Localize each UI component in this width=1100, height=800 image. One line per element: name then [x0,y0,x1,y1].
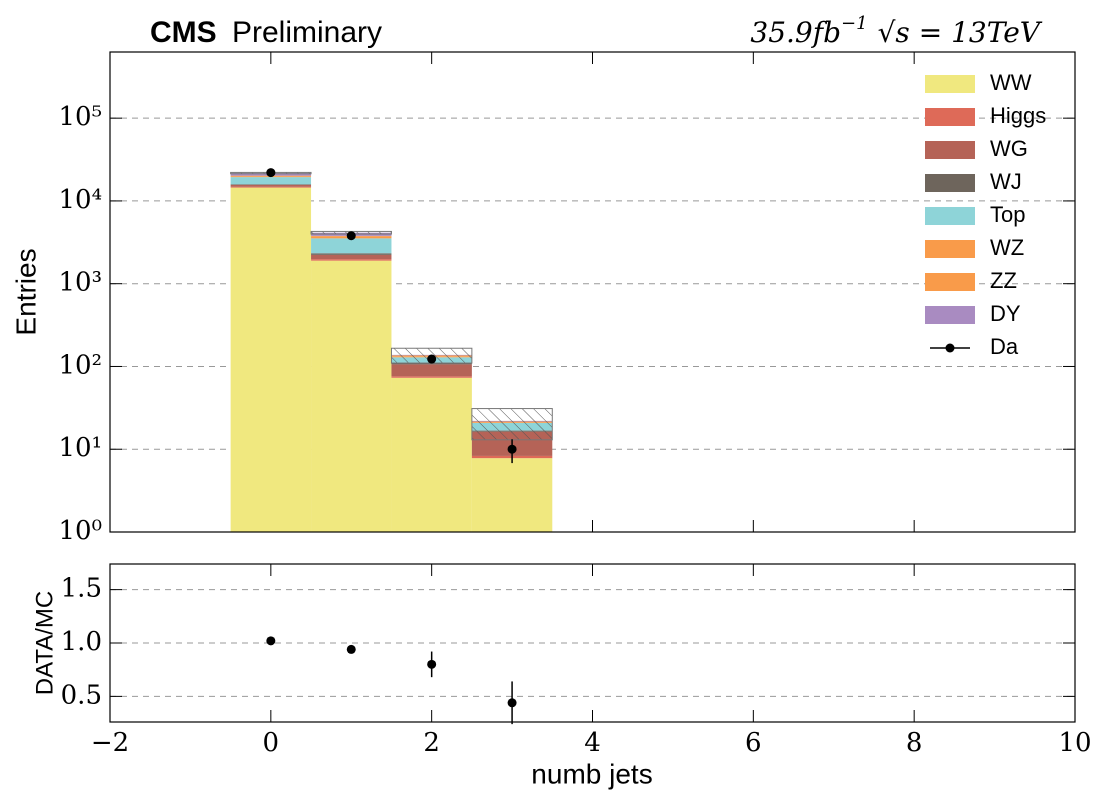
uncertainty-band [471,408,553,441]
ratio-point [346,644,356,654]
stack-segment [311,260,392,532]
stack-segment [230,184,312,187]
data-point [346,231,356,241]
stack-segment [311,238,392,254]
y-tick-label: 0.5 [61,680,102,710]
y-tick-label: 10¹ [58,433,102,463]
title: Preliminary [232,16,382,49]
legend-swatch [925,141,975,159]
y-tick-label: 10⁵ [58,102,102,132]
legend-swatch [925,75,975,93]
y-tick-label: 10³ [58,268,102,298]
data-point [427,354,437,364]
legend-swatch [925,174,975,192]
y-axis-label: DATA/MC [31,591,58,695]
stack-segment [311,254,392,260]
plot-frame [109,51,1076,533]
stack-segment [230,186,312,188]
y-tick-label: 1.0 [61,627,102,657]
x-tick-label: −2 [91,728,129,758]
ratio-point [507,698,517,708]
x-tick-label: 6 [745,728,762,758]
ratio-point [427,659,437,669]
y-tick-label: 10² [58,350,102,380]
legend-swatch [925,108,975,126]
stack-segment [391,377,472,532]
plot-frame [109,563,1076,723]
stack-segment [391,376,472,378]
stack-segment [230,184,312,185]
y-axis-label: Entries [10,248,41,335]
stack-segment [471,458,553,532]
legend-swatch [925,207,975,225]
legend-swatch [925,273,975,291]
lumi: 35.9fb−1 √s = 13TeV [750,13,1042,49]
data-point [507,444,517,454]
data-point [266,168,276,178]
x-tick-label: 4 [584,728,601,758]
legend-label: Da [990,334,1019,359]
legend-label: Higgs [990,103,1046,128]
stack-segment [311,253,392,255]
x-tick-label: 10 [1058,728,1091,758]
x-axis-label: numb jets [531,758,652,789]
stack-segment [230,187,312,532]
stack-segment [391,363,472,365]
legend-swatch [925,306,975,324]
legend-label: ZZ [990,268,1017,293]
y-tick-label: 10⁰ [58,516,102,546]
legend-label: DY [990,301,1021,326]
stack-segment [311,259,392,261]
x-tick-label: 0 [263,728,280,758]
y-tick-label: 1.5 [61,574,102,604]
x-tick-label: 2 [423,728,440,758]
stack-segment [391,364,472,377]
legend-label: Top [990,202,1025,227]
y-tick-label: 10⁴ [58,185,102,215]
legend-label: WG [990,136,1028,161]
legend-marker [945,343,955,353]
legend-label: WJ [990,169,1022,194]
legend-swatch [925,240,975,258]
ratio-point [266,636,276,646]
x-tick-label: 8 [906,728,923,758]
legend-label: WW [990,70,1032,95]
stack-segment [230,177,312,185]
title-bold: CMS [150,16,217,49]
legend-label: WZ [990,235,1024,260]
